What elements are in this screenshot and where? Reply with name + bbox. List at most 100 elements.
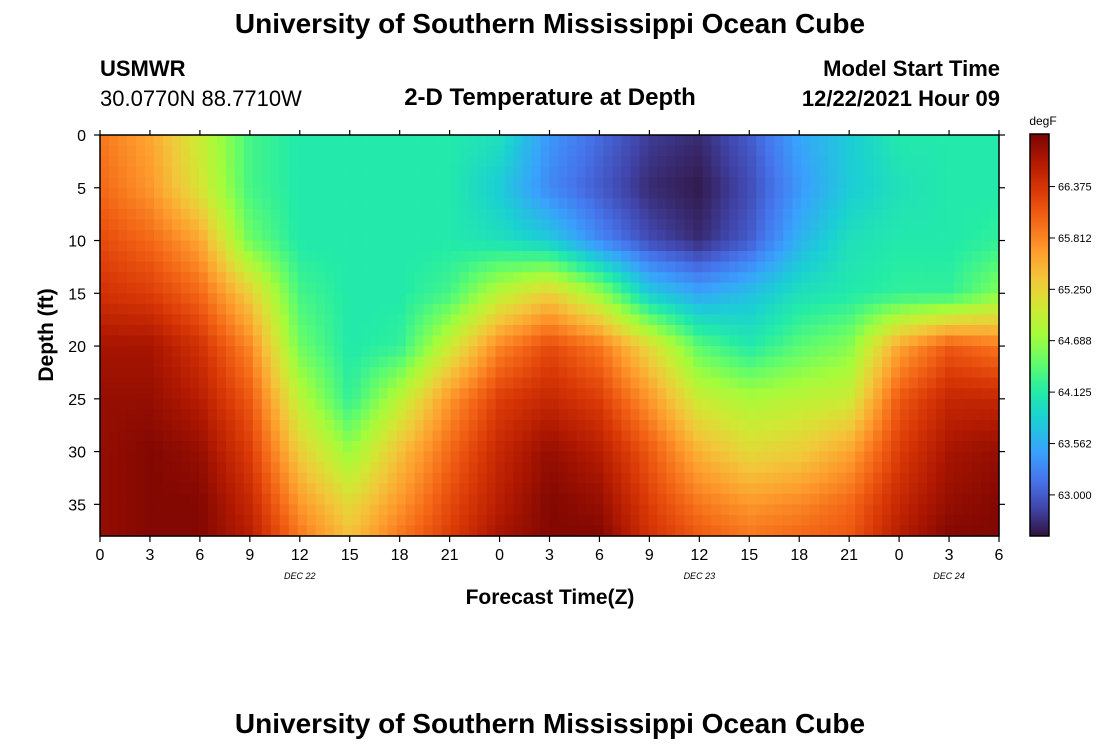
heatmap-cell (126, 166, 137, 178)
heatmap-cell (288, 409, 299, 421)
heatmap-cell (810, 451, 820, 463)
heatmap-cell (936, 229, 946, 242)
heatmap-cell (666, 483, 676, 495)
heatmap-cell (135, 451, 146, 463)
heatmap-cell (549, 251, 560, 263)
heatmap-cell (855, 462, 865, 474)
heatmap-cell (351, 419, 362, 432)
heatmap-cell (711, 377, 721, 389)
heatmap-cell (990, 398, 1000, 410)
heatmap-cell (576, 398, 587, 410)
heatmap-cell (666, 472, 676, 484)
heatmap-cell (117, 472, 128, 484)
heatmap-cell (603, 303, 614, 315)
heatmap-cell (990, 272, 1000, 284)
heatmap-cell (315, 135, 326, 147)
heatmap-cell (180, 346, 191, 358)
heatmap-cell (891, 493, 901, 505)
heatmap-cell (117, 504, 128, 516)
heatmap-cell (108, 314, 119, 326)
heatmap-cell (603, 419, 614, 432)
heatmap-cell (603, 177, 614, 189)
heatmap-cell (711, 493, 721, 505)
heatmap-cell (468, 293, 479, 305)
heatmap-cell (738, 219, 748, 231)
heatmap-cell (684, 483, 694, 495)
heatmap-cell (324, 229, 335, 242)
heatmap-cell (756, 441, 766, 453)
heatmap-cell (432, 335, 443, 347)
heatmap-cell (567, 198, 578, 210)
heatmap-cell (657, 293, 667, 305)
heatmap-cell (504, 409, 515, 421)
heatmap-cell (324, 483, 335, 495)
heatmap-cell (234, 303, 245, 315)
heatmap-cell (792, 514, 802, 527)
heatmap-cell (135, 514, 146, 527)
heatmap-cell (747, 441, 757, 453)
heatmap-cell (864, 493, 874, 505)
heatmap-cell (855, 303, 865, 315)
heatmap-cell (225, 219, 236, 231)
heatmap-cell (801, 398, 811, 410)
heatmap-cell (621, 504, 632, 516)
heatmap-cell (513, 272, 524, 284)
heatmap-cell (540, 377, 551, 389)
heatmap-cell (972, 314, 982, 326)
heatmap-cell (477, 451, 488, 463)
heatmap-cell (936, 483, 946, 495)
heatmap-cell (216, 493, 227, 505)
heatmap-cell (414, 419, 425, 432)
heatmap-cell (684, 272, 694, 284)
heatmap-cell (774, 324, 784, 337)
heatmap-cell (585, 293, 596, 305)
heatmap-cell (873, 419, 883, 432)
heatmap-cell (990, 377, 1000, 389)
heatmap-cell (297, 451, 308, 463)
heatmap-cell (963, 166, 973, 178)
heatmap-cell (414, 293, 425, 305)
heatmap-cell (720, 261, 730, 273)
heatmap-cell (567, 166, 578, 178)
heatmap-cell (846, 398, 856, 410)
heatmap-cell (720, 177, 730, 189)
heatmap-cell (432, 272, 443, 284)
heatmap-cell (207, 398, 218, 410)
heatmap-cell (882, 356, 892, 368)
heatmap-cell (297, 324, 308, 337)
heatmap-cell (729, 198, 739, 210)
heatmap-cell (189, 135, 200, 147)
heatmap-cell (567, 335, 578, 347)
heatmap-cell (927, 208, 937, 221)
heatmap-cell (909, 282, 919, 294)
heatmap-cell (207, 377, 218, 389)
heatmap-cell (819, 156, 829, 168)
heatmap-cell (576, 388, 587, 400)
heatmap-cell (657, 324, 667, 337)
heatmap-cell (810, 208, 820, 221)
heatmap-cell (657, 229, 667, 242)
heatmap-cell (657, 335, 667, 347)
heatmap-cell (783, 388, 793, 400)
heatmap-cell (783, 430, 793, 442)
heatmap-cell (333, 314, 344, 326)
heatmap-cell (360, 135, 371, 147)
heatmap-cell (495, 219, 506, 231)
heatmap-cell (783, 367, 793, 379)
heatmap-cell (855, 145, 865, 157)
heatmap-cell (342, 356, 353, 368)
heatmap-cell (333, 282, 344, 294)
heatmap-cell (225, 493, 236, 505)
heatmap-cell (459, 177, 470, 189)
heatmap-cell (207, 451, 218, 463)
heatmap-cell (567, 145, 578, 157)
heatmap-cell (261, 356, 272, 368)
heatmap-cell (468, 346, 479, 358)
heatmap-cell (333, 251, 344, 263)
heatmap-cell (783, 356, 793, 368)
heatmap-cell (648, 314, 658, 326)
heatmap-cell (621, 409, 632, 421)
heatmap-cell (477, 314, 488, 326)
x-tick-label: 0 (895, 547, 904, 564)
